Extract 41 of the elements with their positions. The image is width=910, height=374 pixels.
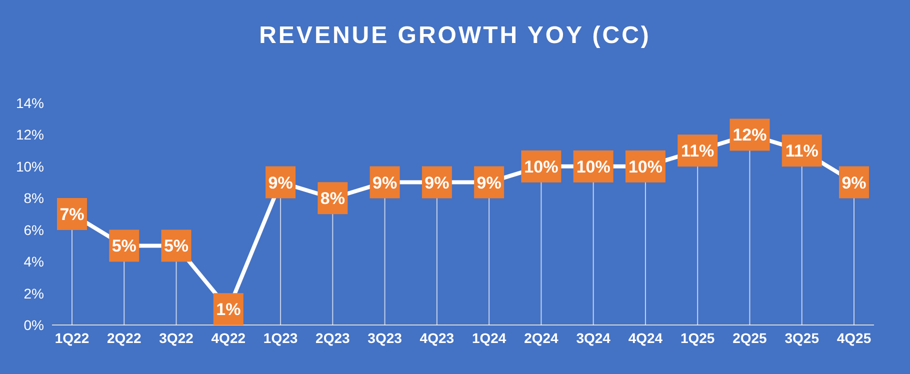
data-label: 7% <box>60 205 84 224</box>
x-tick-label: 2Q25 <box>732 330 768 346</box>
y-tick-label: 8% <box>24 190 44 206</box>
data-label: 11% <box>785 142 818 161</box>
data-label: 9% <box>424 173 450 192</box>
x-tick-label: 3Q24 <box>576 330 611 346</box>
data-label: 10% <box>524 157 558 176</box>
x-tick-label: 1Q22 <box>54 330 90 346</box>
x-tick-label: 3Q25 <box>784 330 820 346</box>
x-tick-label: 2Q23 <box>316 330 350 346</box>
x-tick-label: 3Q23 <box>368 330 402 346</box>
chart-title: REVENUE GROWTH YOY (CC) <box>258 22 652 50</box>
y-tick-label: 12% <box>16 126 44 143</box>
y-tick-label: 10% <box>16 158 44 174</box>
y-tick-label: 0% <box>24 316 44 333</box>
data-label: 5% <box>112 236 136 256</box>
data-label: 9% <box>268 173 293 192</box>
data-label: 1% <box>216 300 241 320</box>
data-label: 8% <box>320 189 345 208</box>
data-label: 12% <box>732 126 767 145</box>
x-tick-label: 1Q25 <box>680 330 715 346</box>
x-tick-label: 4Q23 <box>420 330 454 346</box>
x-tick-label: 1Q24 <box>472 330 506 346</box>
data-label: 10% <box>628 157 662 176</box>
data-label: 9% <box>842 173 866 192</box>
data-label: 9% <box>476 173 502 192</box>
x-tick-label: 3Q22 <box>159 330 194 346</box>
x-tick-label: 4Q24 <box>628 330 663 346</box>
x-tick-label: 2Q22 <box>107 330 142 346</box>
x-tick-label: 2Q24 <box>524 330 559 346</box>
y-tick-label: 6% <box>24 222 44 238</box>
data-label: 9% <box>372 173 398 192</box>
y-tick-label: 2% <box>24 285 44 302</box>
y-tick-label: 4% <box>24 254 44 270</box>
x-tick-label: 1Q23 <box>263 330 298 346</box>
x-tick-label: 4Q22 <box>211 330 246 346</box>
data-label: 11% <box>681 142 714 161</box>
y-tick-label: 14% <box>16 94 44 111</box>
x-tick-label: 4Q25 <box>836 330 872 346</box>
data-label: 5% <box>164 236 189 256</box>
data-label: 10% <box>576 157 610 176</box>
